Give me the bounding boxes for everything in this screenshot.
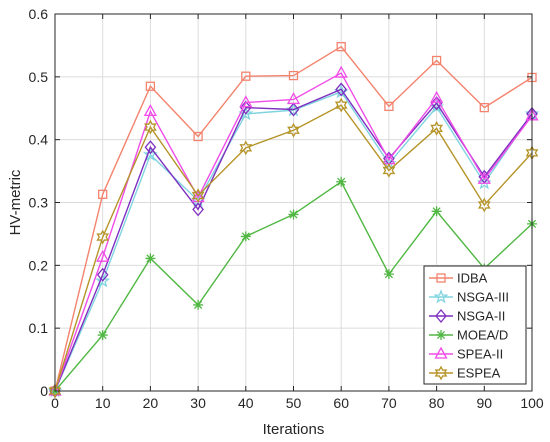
x-tick-label-4: 40 <box>238 395 254 411</box>
data-point-moea-d-6 <box>336 176 347 187</box>
data-point-moea-d-4 <box>240 231 251 242</box>
data-point-idba-5 <box>288 70 299 81</box>
series-espea <box>48 97 539 399</box>
data-point-spea-ii-9 <box>477 171 491 184</box>
data-point-nsga-ii-5 <box>287 102 300 117</box>
legend-item-nsga-ii: NSGA-II <box>429 309 505 324</box>
legend-marker-moea-d <box>436 330 446 340</box>
legend-label-nsga-ii: NSGA-II <box>457 309 505 324</box>
series-line-spea-ii <box>54 72 533 392</box>
x-tick-label-3: 30 <box>190 395 206 411</box>
data-point-nsga-iii-1 <box>95 273 111 288</box>
legend-marker-spea-ii <box>434 346 448 359</box>
data-point-spea-ii-8 <box>430 90 444 103</box>
y-tick-label-2: 0.2 <box>29 257 49 273</box>
data-point-moea-d-3 <box>193 299 204 310</box>
data-point-spea-ii-4 <box>239 95 253 108</box>
legend-box <box>423 265 527 385</box>
data-point-moea-d-8 <box>431 206 442 217</box>
data-point-nsga-ii-2 <box>144 140 157 155</box>
y-tick-label-6: 0.6 <box>29 6 49 22</box>
x-tick-label-6: 60 <box>333 395 349 411</box>
data-point-nsga-ii-6 <box>335 82 348 97</box>
x-tick-label-9: 90 <box>477 395 493 411</box>
data-point-moea-d-5 <box>288 209 299 220</box>
legend-item-idba: IDBA <box>429 271 488 286</box>
x-tick-label-1: 10 <box>95 395 111 411</box>
x-tick-label-2: 20 <box>143 395 159 411</box>
data-point-espea-3 <box>191 188 205 203</box>
data-point-espea-5 <box>287 122 300 138</box>
data-point-espea-1 <box>96 229 110 245</box>
legend-label-nsga-iii: NSGA-III <box>457 290 509 305</box>
legend-item-spea-ii: SPEA-II <box>429 347 503 362</box>
data-point-spea-ii-6 <box>334 65 348 78</box>
data-point-moea-d-7 <box>383 269 394 280</box>
y-axis-label: HV-metric <box>7 169 24 235</box>
y-tick-label-1: 0.1 <box>29 320 49 336</box>
data-point-spea-ii-1 <box>96 249 110 262</box>
series-spea-ii <box>48 65 539 396</box>
data-point-spea-ii-0 <box>48 383 62 396</box>
data-point-spea-ii-2 <box>143 104 157 117</box>
data-point-espea-7 <box>382 163 396 178</box>
data-point-moea-d-1 <box>97 330 108 341</box>
x-tick-label-0: 0 <box>51 395 59 411</box>
x-axis-label: Iterations <box>263 421 325 438</box>
data-point-espea-6 <box>334 97 348 113</box>
data-point-idba-6 <box>336 42 346 52</box>
data-point-espea-9 <box>477 197 491 213</box>
legend-label-idba: IDBA <box>457 271 488 286</box>
y-tick-label-4: 0.4 <box>29 132 49 148</box>
y-tick-label-5: 0.5 <box>29 69 49 85</box>
legend-item-moea-d: MOEA/D <box>429 328 508 343</box>
legend-label-spea-ii: SPEA-II <box>457 347 503 362</box>
y-tick-label-0: 0 <box>40 383 48 399</box>
x-tick-label-10: 100 <box>520 395 544 411</box>
legend: IDBA NSGA-III NSGA-II MOEA/D SPEA-II ESPEA <box>423 265 527 385</box>
data-point-espea-2 <box>144 119 157 135</box>
data-point-idba-3 <box>193 131 203 142</box>
data-point-moea-d-2 <box>145 253 156 264</box>
legend-marker-idba <box>436 273 446 283</box>
axes <box>54 13 533 392</box>
data-point-espea-8 <box>430 121 443 136</box>
y-tick-label-3: 0.3 <box>29 195 49 211</box>
legend-item-espea: ESPEA <box>429 366 501 381</box>
data-point-idba-8 <box>431 55 442 66</box>
data-point-idba-4 <box>241 71 251 81</box>
legend-marker-nsga-iii <box>433 289 449 304</box>
series-line-nsga-ii <box>54 88 533 392</box>
data-point-nsga-ii-8 <box>430 96 443 111</box>
data-point-espea-4 <box>239 140 253 156</box>
data-point-idba-1 <box>98 189 108 199</box>
x-tick-label-8: 80 <box>429 395 445 411</box>
data-point-nsga-ii-1 <box>96 267 109 282</box>
legend-item-nsga-iii: NSGA-III <box>429 289 509 305</box>
data-point-espea-0 <box>48 383 62 399</box>
tick-labels: 0 10 20 30 40 50 60 70 80 90 100 0 0.1 0.2 0.3 0.4 0.5 0.… <box>29 6 544 411</box>
data-point-idba-9 <box>479 102 489 113</box>
data-point-nsga-ii-4 <box>239 100 252 115</box>
x-tick-label-5: 50 <box>286 395 302 411</box>
series-line-idba <box>54 45 533 392</box>
x-tick-label-7: 70 <box>381 395 397 411</box>
data-point-nsga-ii-3 <box>192 202 204 217</box>
legend-marker-espea <box>434 365 448 381</box>
data-point-idba-2 <box>145 81 156 91</box>
data-point-idba-7 <box>384 101 394 112</box>
data-point-spea-ii-5 <box>286 92 301 105</box>
legend-label-espea: ESPEA <box>457 366 501 381</box>
legend-marker-nsga-ii <box>435 308 447 324</box>
legend-label-moea-d: MOEA/D <box>457 328 508 343</box>
series-line-espea <box>54 104 533 392</box>
